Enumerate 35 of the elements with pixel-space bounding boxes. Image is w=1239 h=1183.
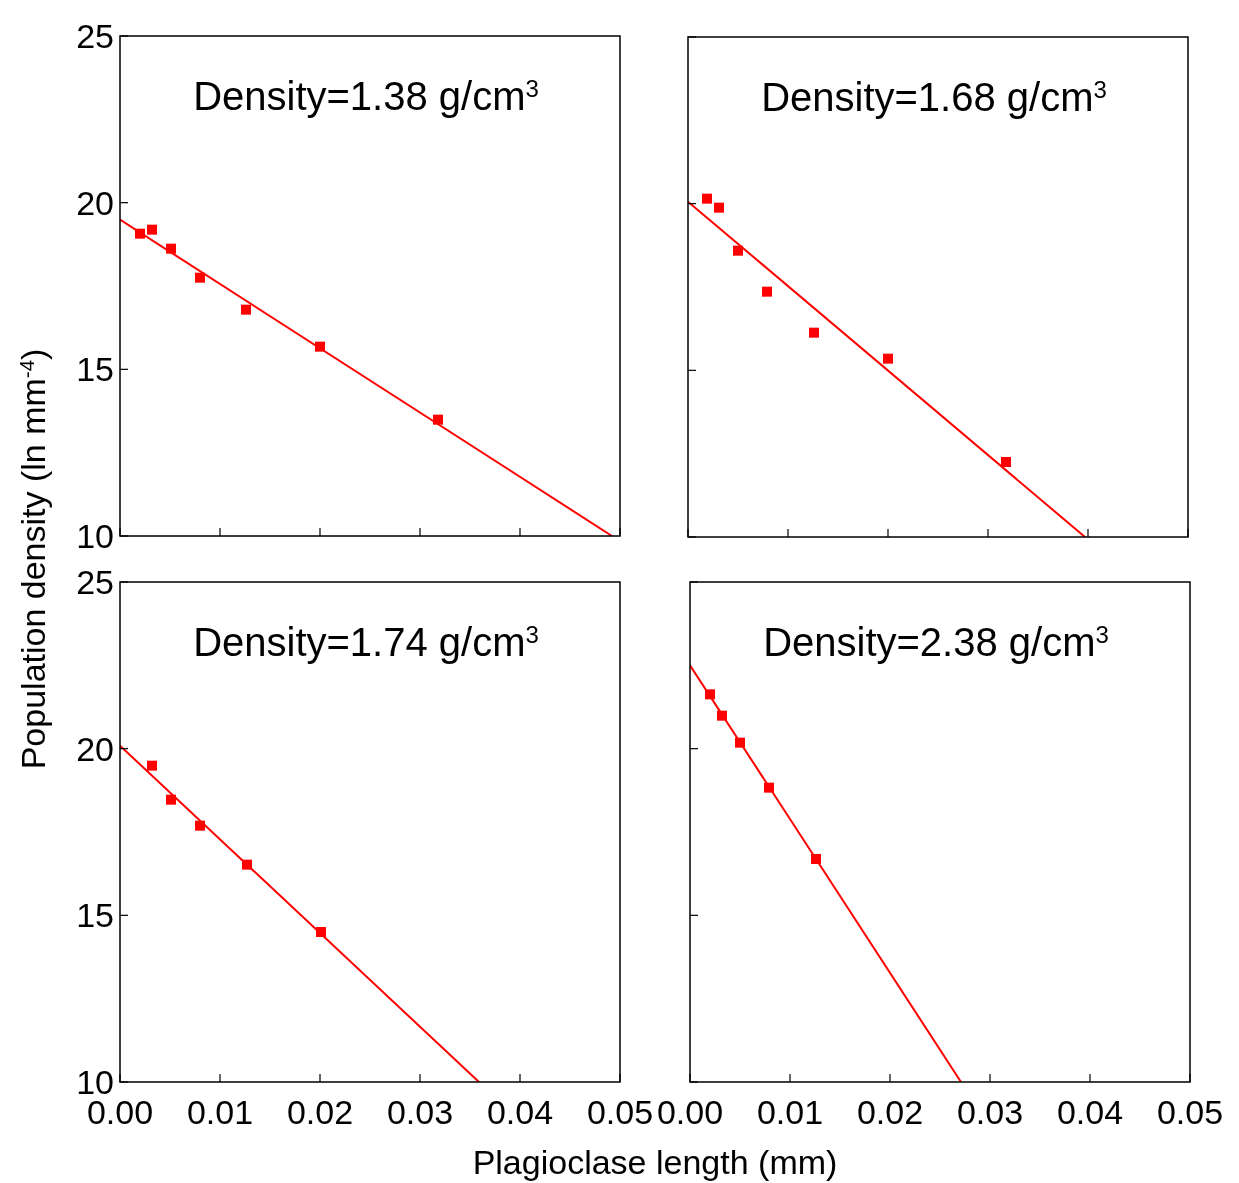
point (195, 272, 205, 283)
x-tick-label: 0.02 (856, 1093, 924, 1131)
point (166, 794, 176, 805)
y-tick-label: 25 (76, 563, 114, 601)
point (809, 327, 819, 338)
x-tick-label: 0.05 (586, 1093, 654, 1131)
y-tick-label: 15 (76, 896, 114, 935)
text: Density=1.74 g/cm$^{3}$ (193, 620, 539, 664)
x-tick-label: 0.01 (186, 1093, 254, 1131)
point (733, 245, 743, 256)
text: Density=1.68 g/cm$^{3}$ (761, 75, 1107, 119)
point (1001, 457, 1011, 467)
y-tick-label: 10 (76, 517, 114, 555)
y-tick-label: 15 (76, 350, 114, 389)
x-tick-label: 0.00 (656, 1093, 724, 1131)
x-axis-title: Plagioclase length (mm) (472, 1143, 838, 1181)
x-tick-label: 0.02 (286, 1093, 354, 1131)
x-tick-label: 0.04 (1056, 1093, 1124, 1131)
y-tick-label: 25 (76, 17, 114, 55)
x-tick-label: 0.05 (1156, 1093, 1224, 1131)
text: Density=1.38 g/cm$^{3}$ (193, 74, 539, 118)
point (762, 286, 772, 297)
x-tick-label: 0.01 (756, 1093, 824, 1131)
y-tick-label: 20 (76, 729, 114, 768)
y-tick-label: 20 (76, 183, 114, 222)
point (241, 304, 251, 315)
x-tick-label: 0.04 (486, 1093, 554, 1131)
point (702, 193, 712, 204)
point (147, 760, 157, 771)
x-tick-label: 0.03 (386, 1093, 454, 1131)
text: Density=2.38 g/cm$^{3}$ (763, 620, 1109, 664)
point (714, 202, 724, 213)
point (883, 353, 893, 364)
x-tick-label: 0.03 (956, 1093, 1024, 1131)
point (147, 224, 157, 235)
